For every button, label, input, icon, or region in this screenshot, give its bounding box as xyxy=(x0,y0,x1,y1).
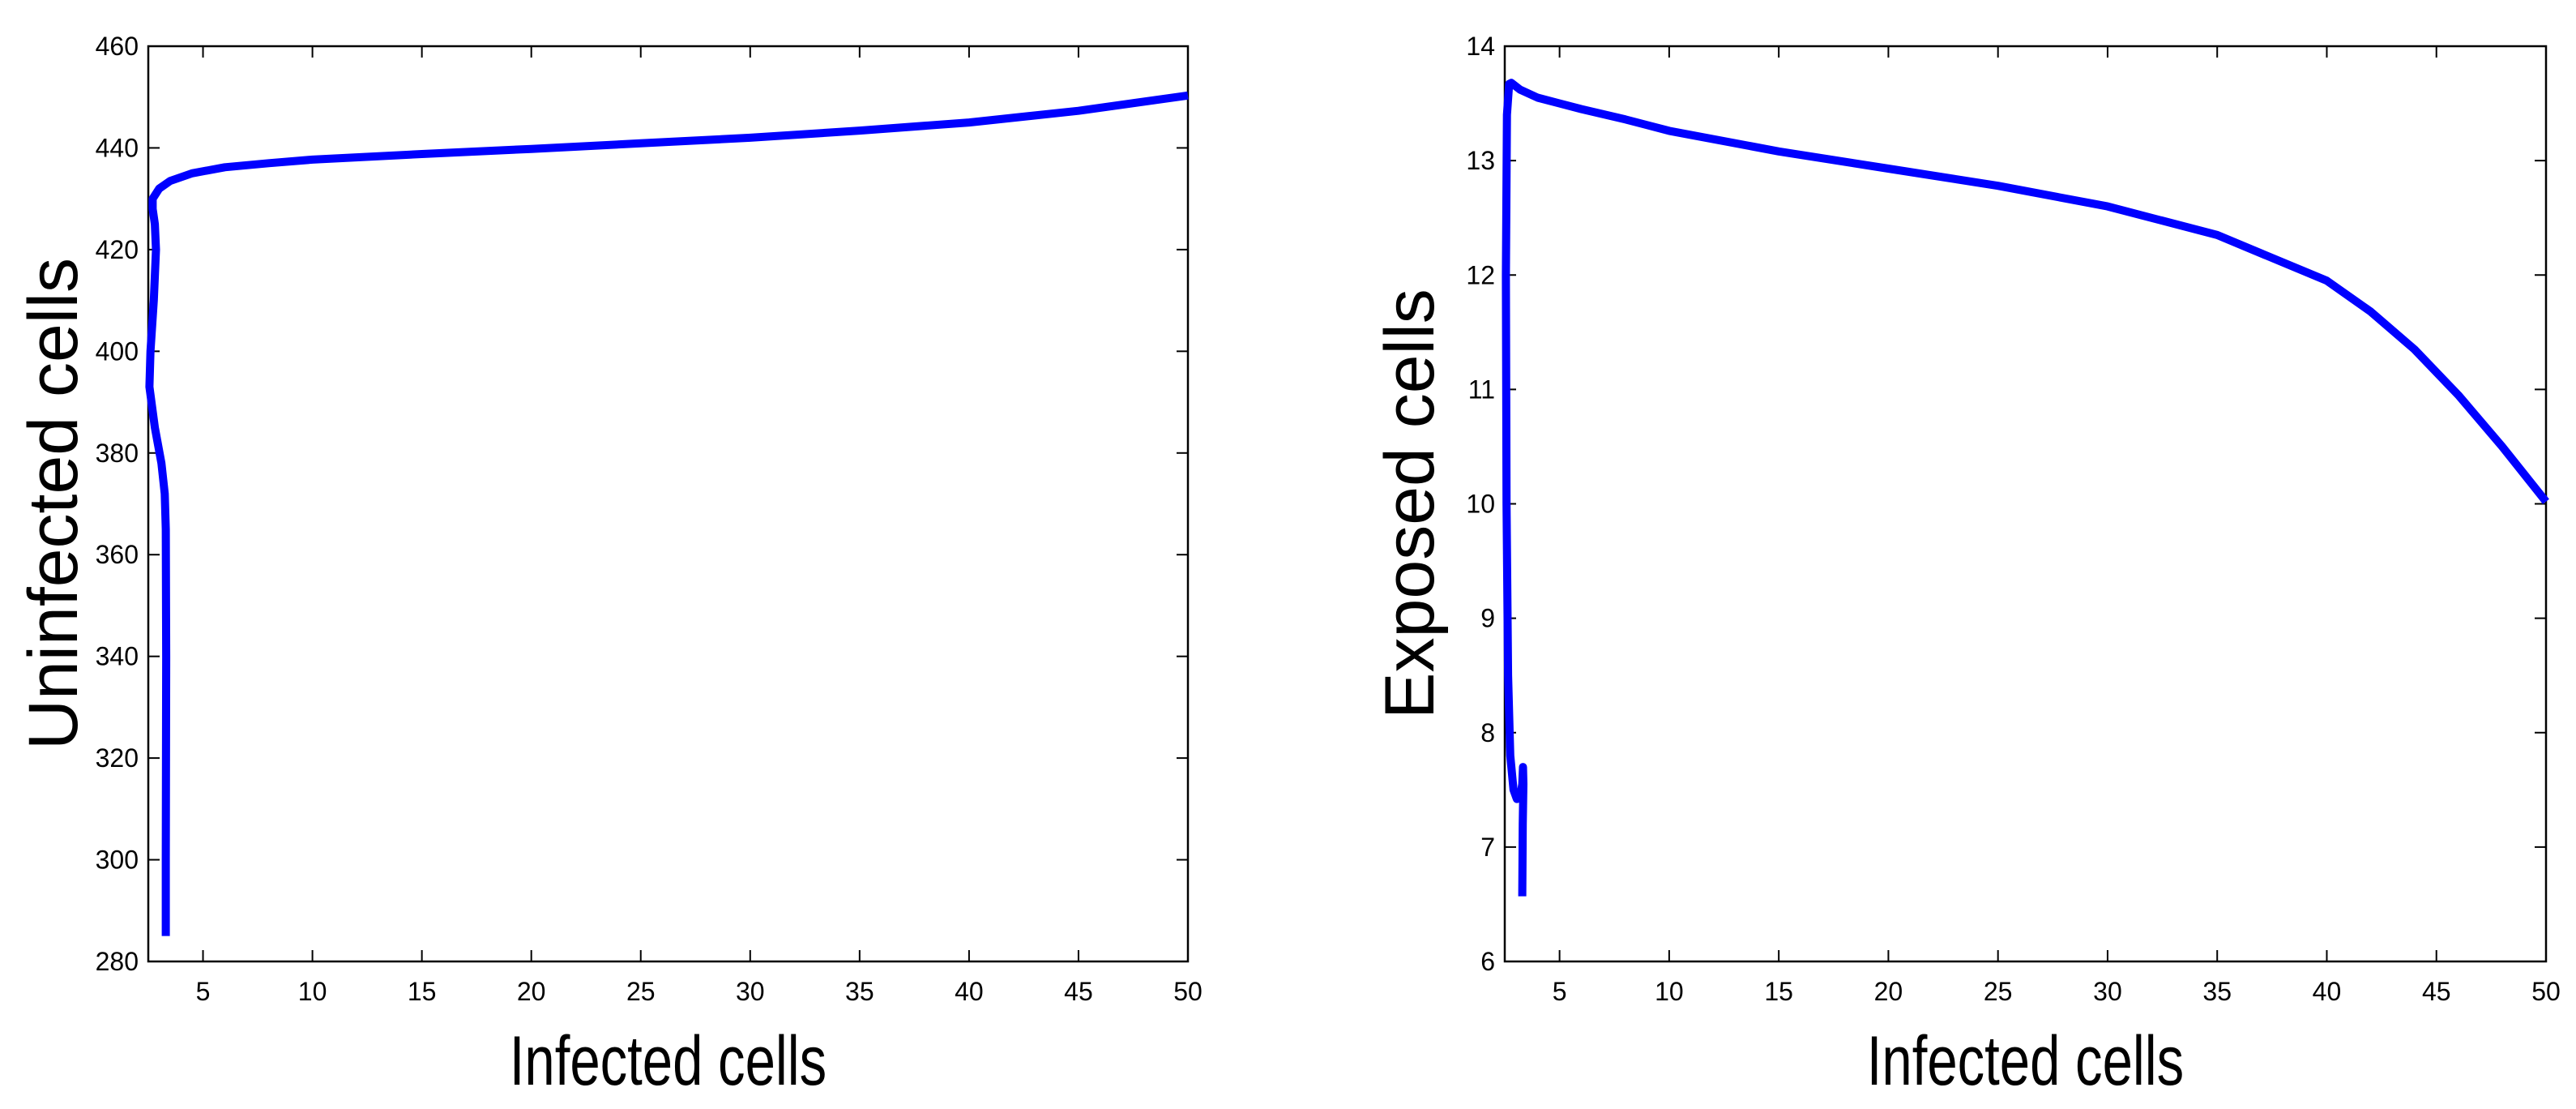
x-tick-label: 10 xyxy=(298,977,327,1006)
x-axis-label: Infected cells xyxy=(1867,1022,2184,1100)
y-tick-label: 320 xyxy=(96,743,139,773)
plot-frame xyxy=(147,45,1190,963)
x-tick-label: 45 xyxy=(1064,977,1093,1006)
series-line xyxy=(1502,79,2549,897)
x-tick-label: 5 xyxy=(196,977,211,1006)
x-tick-label: 40 xyxy=(955,977,984,1006)
y-tick-label: 6 xyxy=(1480,947,1495,976)
x-tick-label: 20 xyxy=(1874,977,1903,1006)
x-tick-label: 15 xyxy=(408,977,437,1006)
y-axis-label: Exposed cells xyxy=(1371,289,1449,719)
y-tick-label: 380 xyxy=(96,439,139,468)
exposed-vs-infected-chart: 5 10 15 20 25 30 35 40 45 50 6 7 8 9 10 11 12 13 14 Infecte… xyxy=(1371,32,2561,1100)
x-tick-label: 20 xyxy=(517,977,546,1006)
x-tick-label: 50 xyxy=(2531,977,2561,1006)
x-tick-label: 5 xyxy=(1553,977,1567,1006)
y-axis-label: Uninfected cells xyxy=(15,258,92,750)
x-tick-label: 30 xyxy=(2093,977,2122,1006)
y-tick-label: 13 xyxy=(1466,146,1495,175)
y-tick-label: 12 xyxy=(1466,260,1495,289)
y-tick-label: 9 xyxy=(1480,604,1495,633)
series-line xyxy=(145,91,1189,936)
y-tick-label: 300 xyxy=(96,846,139,875)
x-tick-label: 30 xyxy=(736,977,765,1006)
y-tick-label: 440 xyxy=(96,133,139,162)
y-tick-label: 460 xyxy=(96,32,139,61)
x-tick-label: 25 xyxy=(1984,977,2013,1006)
x-axis-label: Infected cells xyxy=(510,1022,827,1100)
x-tick-label: 35 xyxy=(845,977,874,1006)
plot-frame xyxy=(1503,45,2548,963)
y-tick-label: 7 xyxy=(1480,833,1495,862)
x-tick-label: 10 xyxy=(1655,977,1684,1006)
y-tick-label: 11 xyxy=(1468,375,1495,404)
x-tick-label: 25 xyxy=(626,977,656,1006)
uninfected-vs-infected-chart: 5 10 15 20 25 30 35 40 45 50 280 300 320 340 360 380 400… xyxy=(15,32,1203,1100)
y-tick-label: 360 xyxy=(96,540,139,569)
y-tick-label: 420 xyxy=(96,235,139,264)
x-tick-label: 15 xyxy=(1764,977,1793,1006)
y-tick-label: 14 xyxy=(1466,32,1495,61)
y-tick-label: 280 xyxy=(96,947,139,976)
y-tick-label: 8 xyxy=(1480,718,1495,747)
x-tick-label: 50 xyxy=(1173,977,1203,1006)
y-tick-label: 400 xyxy=(96,336,139,366)
y-tick-label: 340 xyxy=(96,642,139,671)
x-tick-label: 35 xyxy=(2202,977,2232,1006)
y-tick-label: 10 xyxy=(1466,490,1495,519)
x-tick-label: 40 xyxy=(2313,977,2342,1006)
x-tick-label: 45 xyxy=(2422,977,2451,1006)
